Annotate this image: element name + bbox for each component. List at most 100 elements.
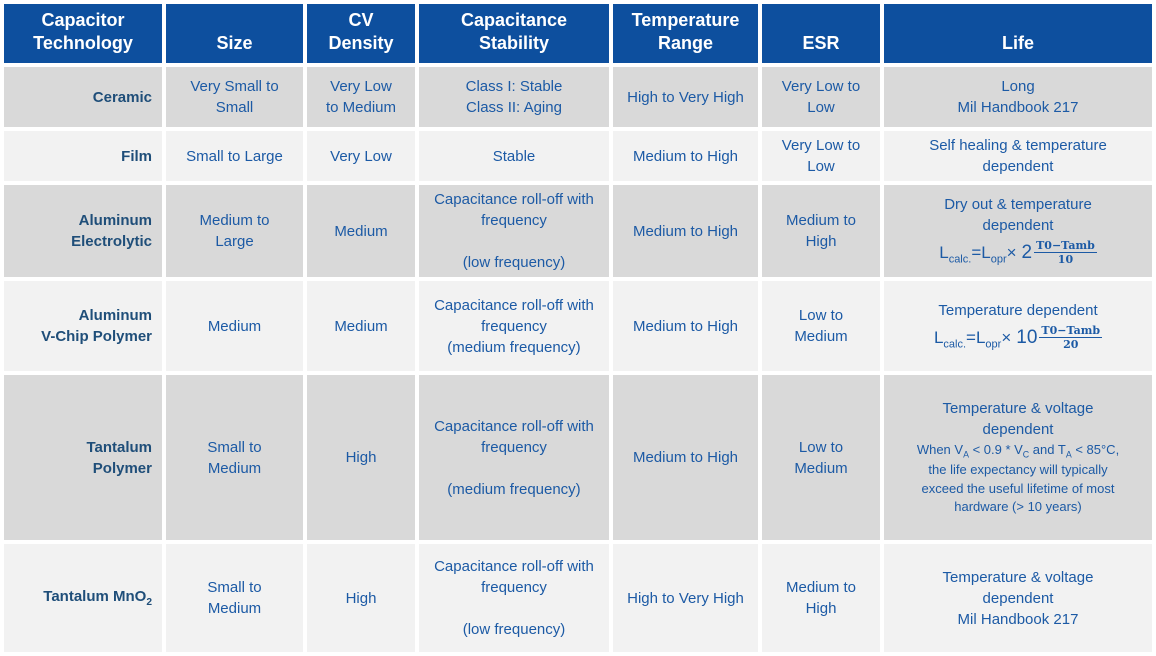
tech-label: Aluminum	[12, 210, 152, 231]
subscript: opr	[990, 253, 1007, 266]
column-header-size: Size	[166, 4, 303, 63]
stability-cell: Capacitance roll-off with frequency (low …	[419, 185, 609, 277]
temperature-range-cell: Medium to High	[613, 185, 758, 277]
stability-paragraph: Capacitance roll-off with frequency	[434, 191, 594, 229]
stability-paragraph: Class I: Stable	[465, 78, 563, 95]
subscript: A	[963, 449, 969, 460]
stability-cell: Capacitance roll-off with frequency (medi…	[419, 375, 609, 540]
life-text: Self healing & temperature dependent	[929, 137, 1107, 175]
tech-cell: Film	[4, 131, 162, 181]
cv-density-cell: Very Low to Medium	[307, 67, 415, 127]
subscript: calc.	[943, 338, 967, 350]
text-segment: L	[933, 327, 944, 347]
cell-text: Medium to	[785, 212, 857, 229]
text-segment: Tantalum MnO	[43, 587, 147, 605]
text-segment: Tantalum	[86, 438, 152, 456]
life-cell: Temperature & voltage dependent When VA <…	[884, 375, 1152, 540]
life-text: Mil Handbook 217	[957, 610, 1079, 628]
life-text: Temperature & voltage dependent	[942, 568, 1094, 607]
cell-text: Medium	[334, 222, 388, 240]
formula-exponent-fraction: T0−Tamb 10	[1034, 239, 1097, 266]
life-cell: Self healing & temperature dependent	[884, 131, 1152, 181]
stability-paragraph: Class II: Aging	[466, 99, 562, 116]
text-segment: Aluminum	[78, 212, 152, 229]
cell-text: Medium to High	[632, 317, 739, 335]
stability-paragraph: Capacitance roll-off with frequency	[434, 296, 594, 335]
column-header-esr: ESR	[762, 4, 880, 63]
cell-text: High to Very High	[627, 88, 744, 106]
text-segment: When V	[916, 442, 964, 458]
cell-text: Medium to High	[632, 449, 739, 466]
column-header-temperature-range: Temperature Range	[613, 4, 758, 63]
stability-paragraph: (medium frequency)	[447, 480, 581, 498]
tech-cell: Aluminum V-Chip Polymer	[4, 281, 162, 371]
fraction-numerator: T0−Tamb	[1039, 323, 1103, 338]
formula-expression: Lcalc.=Lopr× 10 T0−Tamb 20	[933, 324, 1103, 351]
text-segment: Film	[121, 147, 152, 165]
cell-text: to Medium	[325, 99, 397, 116]
text-segment: < 85°C, the life expectancy will typical…	[921, 442, 1120, 515]
cell-text: Medium	[794, 459, 848, 477]
tech-label: Film	[12, 146, 152, 167]
table-row: Ceramic Very Small to Small Very Low to Medi…	[4, 67, 1152, 127]
cell-text: Medium	[207, 600, 262, 617]
tech-label: Ceramic	[12, 87, 152, 108]
subscript: opr	[985, 338, 1002, 350]
size-cell: Medium	[166, 281, 303, 371]
esr-cell: Medium to High	[762, 544, 880, 652]
stability-cell: Stable	[419, 131, 609, 181]
cell-text: Very Low to	[781, 137, 861, 154]
life-text: Dry out & temperature dependent	[944, 196, 1092, 235]
text-segment: V-Chip Polymer	[41, 328, 152, 345]
cv-density-cell: High	[307, 544, 415, 652]
header-line: ESR	[802, 33, 840, 54]
header-row: Capacitor Technology Size CV Density Capacita…	[4, 4, 1152, 63]
temperature-range-cell: Medium to High	[613, 131, 758, 181]
tech-label: Tantalum	[12, 437, 152, 458]
cell-text: High to Very High	[627, 589, 744, 607]
cell-text: Low to	[798, 307, 844, 324]
esr-cell: Medium to High	[762, 185, 880, 277]
text-segment: ×	[1001, 327, 1012, 347]
cell-text: High	[805, 233, 837, 250]
text-segment: Polymer	[92, 459, 152, 477]
fraction-denominator: 10	[1057, 253, 1074, 267]
text-segment: and T	[1029, 442, 1066, 458]
text-segment: Aluminum	[78, 307, 152, 324]
esr-cell: Low to Medium	[762, 375, 880, 540]
stability-cell: Capacitance roll-off with frequency (medi…	[419, 281, 609, 371]
text-segment: Ceramic	[92, 88, 152, 106]
tech-cell: Aluminum Electrolytic	[4, 185, 162, 277]
column-header-capacitor-technology: Capacitor Technology	[4, 4, 162, 63]
life-text: Long	[1001, 78, 1035, 95]
header-line: Temperature	[631, 9, 740, 30]
tech-cell: Tantalum Polymer	[4, 375, 162, 540]
cell-text: Very Small to	[190, 78, 279, 95]
life-formula: Lcalc.=Lopr× 10 T0−Tamb 20	[908, 324, 1128, 353]
cell-text: Large	[215, 233, 254, 250]
text-segment: =L	[966, 327, 986, 347]
stability-paragraph: (medium frequency)	[447, 338, 581, 356]
temperature-range-cell: Medium to High	[613, 375, 758, 540]
life-text: Temperature & voltage dependent	[942, 400, 1094, 439]
fraction-denominator: 20	[1063, 337, 1079, 351]
table-row: Aluminum V-Chip Polymer Medium Medium Capaci…	[4, 281, 1152, 371]
column-header-cv-density: CV Density	[307, 4, 415, 63]
cell-text: Medium to High	[632, 147, 739, 165]
life-text: Temperature dependent	[938, 301, 1098, 319]
life-formula: Lcalc.=Lopr× 2 T0−Tamb 10	[908, 239, 1128, 268]
stability-cell: Class I: Stable Class II: Aging	[419, 67, 609, 127]
text-segment: ×	[1006, 243, 1017, 263]
cell-text: Very Low	[330, 147, 392, 165]
cv-density-cell: High	[307, 375, 415, 540]
size-cell: Small to Large	[166, 131, 303, 181]
cell-text: Low	[807, 99, 835, 116]
stability-paragraph: Capacitance roll-off with frequency	[434, 558, 594, 596]
text-segment: Electrolytic	[71, 233, 152, 250]
cell-text: Medium to High	[632, 222, 739, 240]
cell-text: High	[345, 589, 377, 607]
temperature-range-cell: Medium to High	[613, 281, 758, 371]
fraction-numerator: T0−Tamb	[1034, 239, 1097, 254]
tech-label: Tantalum MnO2	[12, 586, 152, 610]
